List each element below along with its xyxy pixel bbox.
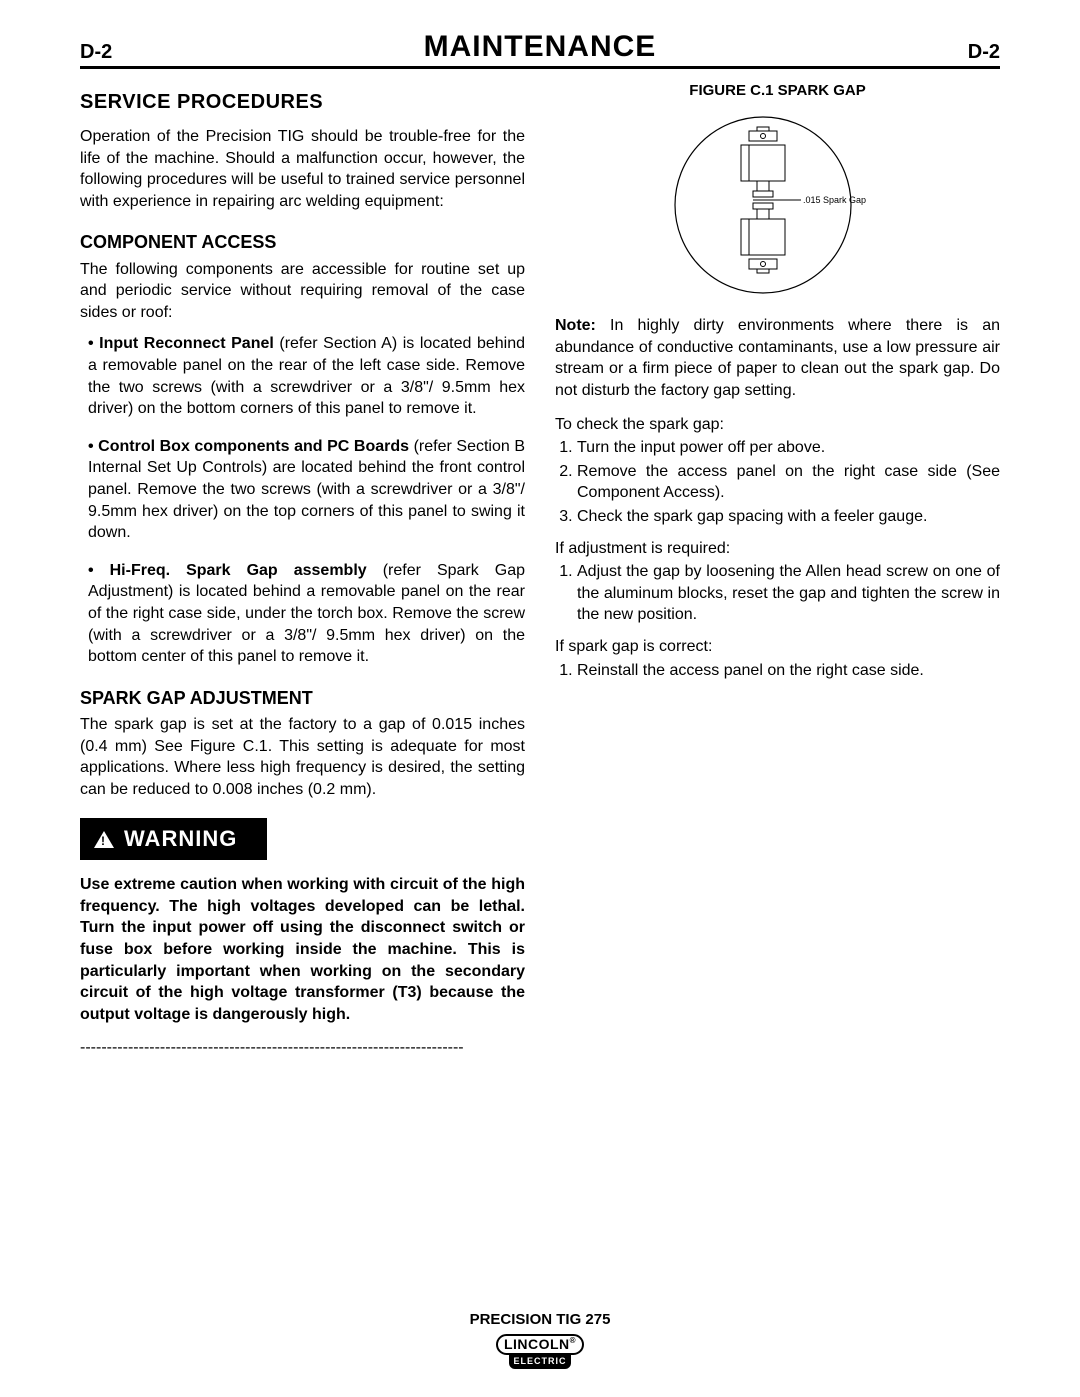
bullet-item: Control Box components and PC Boards (re… [88, 436, 525, 544]
figure-title: FIGURE C.1 SPARK GAP [555, 81, 1000, 101]
logo-registered: ® [570, 1336, 576, 1345]
check-steps: Turn the input power off per above. Remo… [577, 437, 1000, 527]
page-title: MAINTENANCE [424, 30, 657, 64]
warning-triangle-icon [94, 831, 114, 848]
footer-model: PRECISION TIG 275 [0, 1311, 1080, 1328]
logo-name: LINCOLN [504, 1336, 570, 1352]
dash-separator: ----------------------------------------… [80, 1037, 525, 1059]
logo-bottom: ELECTRIC [509, 1353, 571, 1369]
right-column: FIGURE C.1 SPARK GAP [555, 81, 1000, 1059]
bullet-item: Input Reconnect Panel (refer Section A) … [88, 333, 525, 419]
bullet-item: Hi-Freq. Spark Gap assembly (refer Spark… [88, 560, 525, 668]
note-rest: In highly dirty environments where there… [555, 317, 1000, 399]
para-component-access: The following components are accessible … [80, 259, 525, 324]
warning-label: WARNING [124, 824, 237, 854]
heading-component-access: COMPONENT ACCESS [80, 230, 525, 254]
warning-banner: WARNING [80, 818, 267, 860]
page-number-left: D-2 [80, 41, 112, 64]
heading-service-procedures: SERVICE PROCEDURES [80, 89, 525, 116]
page-footer: PRECISION TIG 275 LINCOLN® ELECTRIC [0, 1311, 1080, 1369]
bullet-lead: Control Box components and PC Boards [98, 438, 409, 455]
note-paragraph: Note: In highly dirty environments where… [555, 315, 1000, 401]
page-number-right: D-2 [968, 41, 1000, 64]
list-item: Remove the access panel on the right cas… [577, 461, 1000, 504]
heading-spark-gap-adjustment: SPARK GAP ADJUSTMENT [80, 686, 525, 710]
spark-gap-diagram: .015 Spark Gap [663, 105, 893, 305]
adjust-steps: Adjust the gap by loosening the Allen he… [577, 561, 1000, 626]
para-spark-gap: The spark gap is set at the factory to a… [80, 714, 525, 800]
lincoln-logo: LINCOLN® ELECTRIC [496, 1334, 584, 1369]
list-item: Adjust the gap by loosening the Allen he… [577, 561, 1000, 626]
note-lead: Note: [555, 317, 596, 334]
bullet-lead: Hi-Freq. Spark Gap assembly [110, 562, 367, 579]
list-item: Check the spark gap spacing with a feele… [577, 506, 1000, 528]
correct-intro: If spark gap is correct: [555, 636, 1000, 658]
logo-top: LINCOLN® [496, 1334, 584, 1355]
bullet-lead: Input Reconnect Panel [99, 335, 274, 352]
page-header: D-2 MAINTENANCE D-2 [80, 30, 1000, 69]
adjust-intro: If adjustment is required: [555, 538, 1000, 560]
figure-gap-label: .015 Spark Gap [803, 195, 866, 205]
left-column: SERVICE PROCEDURES Operation of the Prec… [80, 81, 525, 1059]
para-service-procedures: Operation of the Precision TIG should be… [80, 126, 525, 212]
component-access-bullets: Input Reconnect Panel (refer Section A) … [88, 333, 525, 667]
list-item: Reinstall the access panel on the right … [577, 660, 1000, 682]
warning-text: Use extreme caution when working with ci… [80, 874, 525, 1025]
content-columns: SERVICE PROCEDURES Operation of the Prec… [80, 81, 1000, 1059]
check-intro: To check the spark gap: [555, 414, 1000, 436]
figure-spark-gap: .015 Spark Gap [555, 105, 1000, 305]
correct-steps: Reinstall the access panel on the right … [577, 660, 1000, 682]
list-item: Turn the input power off per above. [577, 437, 1000, 459]
